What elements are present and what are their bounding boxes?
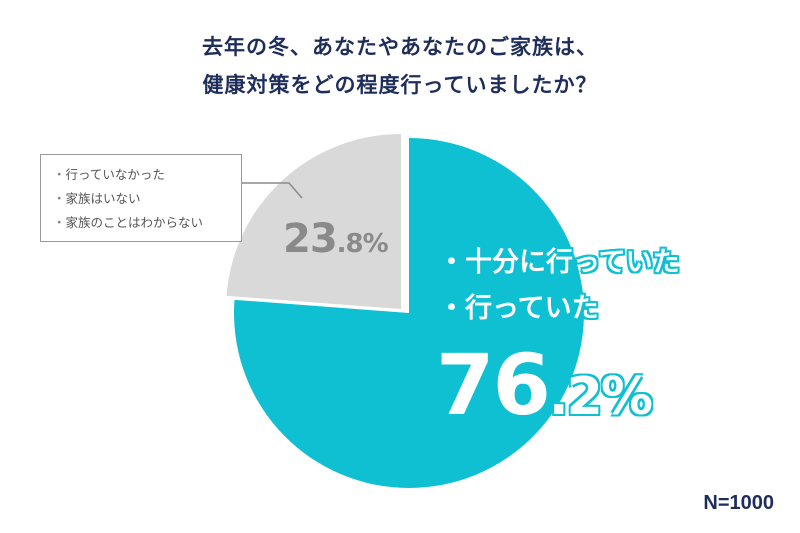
legend-item-no-family: 家族はいない bbox=[53, 187, 241, 211]
legend-item-fully-done: 十分に行っていた bbox=[438, 240, 680, 286]
leader-line bbox=[242, 182, 303, 199]
data-label-other-int: 23 bbox=[283, 216, 338, 262]
legend-item-done: 行っていた bbox=[438, 286, 680, 332]
data-label-main-int: 76 bbox=[436, 336, 551, 434]
data-label-other-dec: .8% bbox=[336, 229, 389, 259]
sample-size-label: N=1000 bbox=[703, 492, 774, 514]
legend-item-unknown: 家族のことはわからない bbox=[53, 211, 241, 235]
chart-title: 去年の冬、あなたやあなたのご家族は、 健康対策をどの程度行っていましたか？ bbox=[0, 28, 800, 104]
legend-main: 十分に行っていた 行っていた bbox=[438, 240, 680, 332]
pie-slice-did-not bbox=[226, 134, 401, 309]
legend-box-other: 行っていなかった 家族はいない 家族のことはわからない bbox=[40, 154, 242, 242]
chart-title-line2: 健康対策をどの程度行っていましたか？ bbox=[202, 73, 598, 97]
pie-slice-did bbox=[234, 138, 585, 489]
data-label-main: 76.2% bbox=[436, 336, 653, 434]
data-label-main-dec: .2% bbox=[548, 367, 653, 427]
legend-item-not-done: 行っていなかった bbox=[53, 163, 241, 187]
chart-title-line1: 去年の冬、あなたやあなたのご家族は、 bbox=[202, 35, 598, 59]
data-label-other: 23.8% bbox=[283, 216, 389, 262]
